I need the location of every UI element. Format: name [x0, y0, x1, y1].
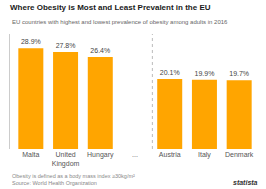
svg-text:Denmark: Denmark: [225, 151, 254, 158]
svg-text:UnitedKingdom: UnitedKingdom: [52, 151, 80, 168]
svg-text:19.7%: 19.7%: [229, 70, 249, 77]
svg-text:Malta: Malta: [22, 151, 39, 158]
svg-text:EU countries with highest and: EU countries with highest and lowest pre…: [12, 19, 228, 25]
svg-text:...: ...: [132, 151, 138, 158]
svg-text:Where Obesity is Most and Leas: Where Obesity is Most and Least Prevalen…: [10, 3, 211, 12]
svg-text:Hungary: Hungary: [87, 151, 114, 159]
svg-text:Italy: Italy: [198, 151, 211, 159]
svg-text:Obesity is defined as a body m: Obesity is defined as a body mass index …: [12, 173, 135, 186]
svg-text:19.9%: 19.9%: [195, 70, 215, 77]
svg-text:26.4%: 26.4%: [90, 47, 110, 54]
svg-text:Austria: Austria: [159, 151, 181, 158]
svg-text:27.8%: 27.8%: [56, 42, 76, 49]
svg-text:statista: statista: [233, 179, 258, 186]
svg-text:28.9%: 28.9%: [21, 38, 41, 45]
svg-text:20.1%: 20.1%: [160, 69, 180, 76]
